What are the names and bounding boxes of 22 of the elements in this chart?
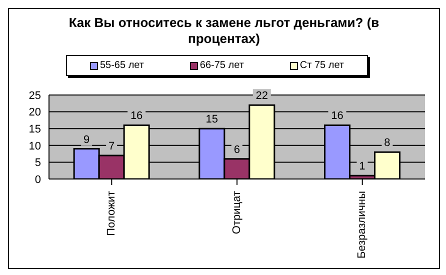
data-label: 8 <box>384 137 390 150</box>
data-label: 16 <box>331 110 344 122</box>
legend-label: Ст 75 лет <box>298 60 344 71</box>
data-label: 16 <box>130 110 143 122</box>
data-label: 9 <box>84 134 90 146</box>
data-label: 22 <box>256 90 268 102</box>
x-tick-label: Безразличны <box>356 190 368 258</box>
data-label: 1 <box>359 160 366 173</box>
chart-title: Как Вы относитесь к замене льгот деньгами? (в процентах) <box>68 15 380 47</box>
legend-label: 66-75 лет <box>198 60 244 71</box>
y-tick-label: 5 <box>34 157 41 170</box>
data-label: 6 <box>234 144 240 156</box>
y-tick-label: 10 <box>28 140 41 152</box>
y-tick-label: 0 <box>34 174 41 186</box>
y-tick-label: 15 <box>28 124 41 136</box>
y-tick-label: 25 <box>28 90 41 102</box>
y-tick-label: 20 <box>28 106 41 119</box>
x-tick-label: Отрицат <box>230 191 243 234</box>
x-tick-label: Положит <box>106 191 118 236</box>
data-label: 15 <box>206 114 218 126</box>
legend-label: 55-65 лет <box>98 60 144 71</box>
data-label: 7 <box>108 140 115 152</box>
